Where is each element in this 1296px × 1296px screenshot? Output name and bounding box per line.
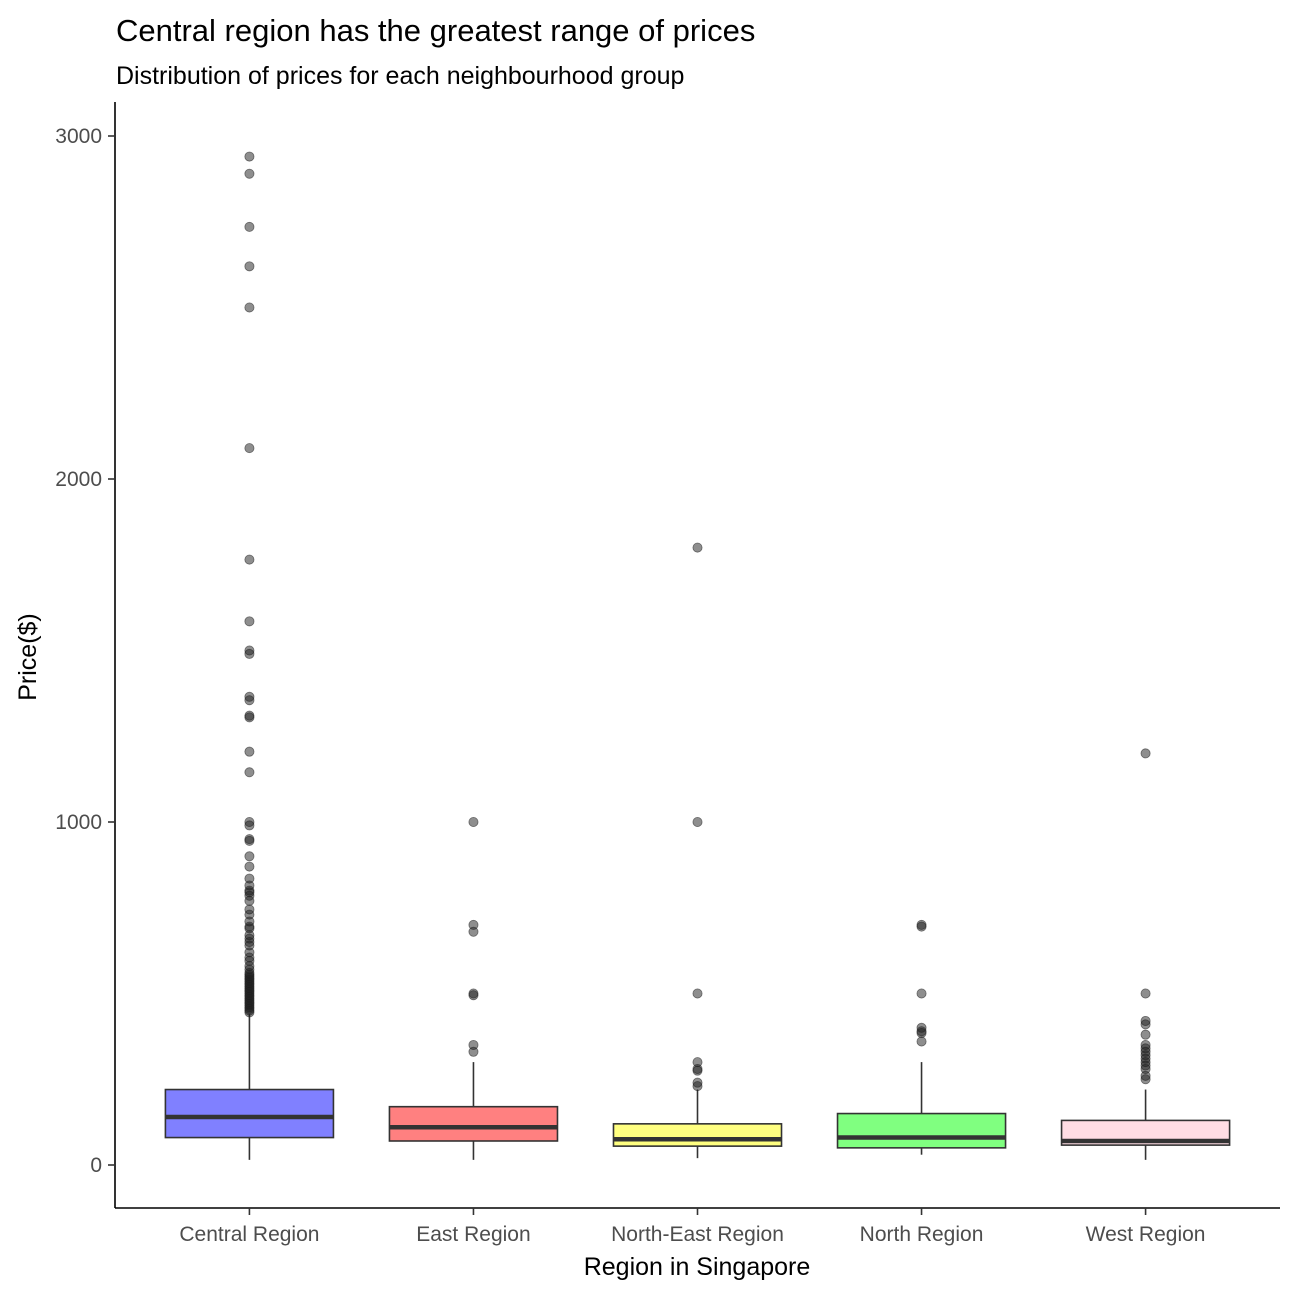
x-axis-title: Region in Singapore [584, 1253, 811, 1281]
box-group [612, 542, 783, 1159]
outlier-point [244, 835, 255, 846]
outlier-point [244, 151, 255, 162]
outlier-point [244, 616, 255, 627]
x-tick-label: North-East Region [611, 1223, 784, 1246]
outlier-point [692, 817, 703, 828]
chart-subtitle: Distribution of prices for each neighbou… [116, 62, 684, 90]
outlier-point [244, 221, 255, 232]
box-group [164, 151, 335, 1160]
outlier-point [916, 1036, 927, 1047]
outlier-point [916, 988, 927, 999]
outlier-point [244, 712, 255, 723]
box [612, 1123, 783, 1147]
outlier-point [692, 1065, 703, 1076]
outlier-point [1140, 1019, 1151, 1030]
x-tick-label: East Region [416, 1223, 530, 1246]
outlier-point [244, 168, 255, 179]
outlier-point [1140, 748, 1151, 759]
outlier-point [916, 921, 927, 932]
outlier-point [468, 926, 479, 937]
box-group [1060, 748, 1231, 1160]
outlier-point [692, 988, 703, 999]
box-group [836, 919, 1007, 1155]
outlier-point [1140, 988, 1151, 999]
outlier-point [1140, 1074, 1151, 1085]
x-tick-label: West Region [1086, 1223, 1206, 1246]
outlier-point [244, 895, 255, 906]
outlier-point [244, 820, 255, 831]
outlier-point [244, 302, 255, 313]
outlier-point [692, 542, 703, 553]
outlier-point [468, 1046, 479, 1057]
outlier-point [692, 1081, 703, 1092]
outlier-point [244, 648, 255, 659]
outlier-point [244, 767, 255, 778]
plot-area [164, 151, 1231, 1160]
y-tick-label: 2000 [55, 468, 102, 491]
outlier-point [468, 990, 479, 1001]
x-tick-label: North Region [860, 1223, 984, 1246]
outlier-point [244, 861, 255, 872]
outlier-point [244, 554, 255, 565]
outlier-point [244, 443, 255, 454]
outlier-point [244, 695, 255, 706]
outlier-point [244, 261, 255, 272]
y-tick-label: 1000 [55, 811, 102, 834]
box-group [388, 817, 559, 1160]
box [164, 1088, 335, 1139]
outlier-point [1140, 1029, 1151, 1040]
y-axis: 0 1000 2000 3000 [55, 125, 115, 1177]
outlier-point [468, 817, 479, 828]
outlier-point [244, 851, 255, 862]
outlier-point [244, 1007, 255, 1018]
box [388, 1105, 559, 1142]
outlier-point [244, 746, 255, 757]
outlier-point [916, 1027, 927, 1038]
y-tick-label: 3000 [55, 125, 102, 148]
box [836, 1112, 1007, 1149]
chart-title: Central region has the greatest range of… [116, 13, 755, 48]
y-axis-title: Price($) [14, 613, 42, 701]
x-axis: Central Region East Region North-East Regi… [179, 1208, 1205, 1246]
x-tick-label: Central Region [179, 1223, 319, 1246]
y-tick-label: 0 [90, 1154, 102, 1177]
